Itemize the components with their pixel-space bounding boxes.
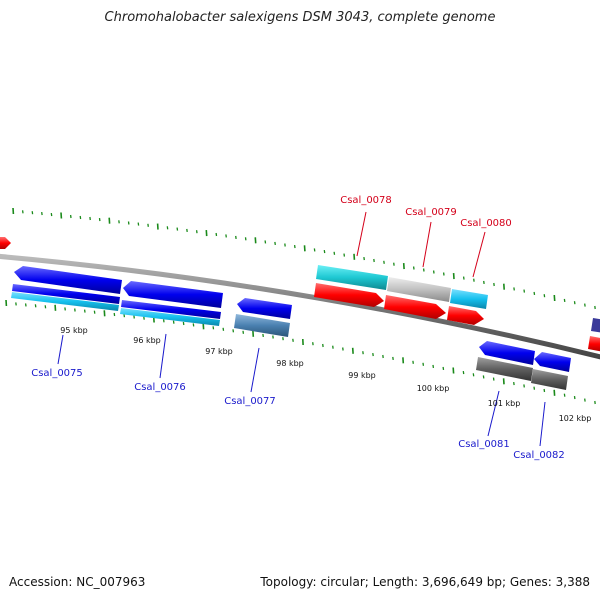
kbp-labels: 95 kbp 96 kbp 97 kbp 98 kbp 99 kbp 100 k… [60,326,591,423]
gene-feature-csal-0082-cds[interactable] [531,369,568,390]
gene-feature-csal-0081-cds[interactable] [476,357,533,381]
gene-feature-csal-0075-gene[interactable] [14,266,122,294]
gene-feature-csal-0078-cds[interactable] [316,265,388,290]
gene-labels: Csal_0078 Csal_0079 Csal_0080 Csal_0075 … [31,195,565,461]
callout-line-csal-0080 [472,231,486,278]
gene-feature-csal-0075-cds-b[interactable] [11,292,119,311]
kbp-label-97: 97 kbp [205,347,233,356]
genome-backbone [0,253,600,360]
gene-label-csal-0076[interactable]: Csal_0076 [134,382,186,393]
kbp-label-101: 101 kbp [488,399,521,408]
gene-label-csal-0078[interactable]: Csal_0078 [340,195,392,206]
gene-label-csal-0075[interactable]: Csal_0075 [31,368,83,379]
callout-line-csal-0082 [539,401,546,447]
gene-feature-csal-0077-gene[interactable] [237,298,292,319]
gene-feature-right-edge-red[interactable] [588,336,600,352]
gene-feature-csal-0077-cds[interactable] [234,314,290,337]
genome-summary-text: Topology: circular; Length: 3,696,649 bp… [260,575,590,589]
gene-feature-csal-0079-cds[interactable] [387,277,451,302]
gene-label-csal-0077[interactable]: Csal_0077 [224,396,276,407]
callout-line-csal-0081 [487,390,500,437]
gene-feature-csal-0080-gene[interactable] [447,306,484,325]
gene-feature-right-edge-purple[interactable] [591,318,600,333]
kbp-label-100: 100 kbp [417,384,450,393]
kbp-label-96: 96 kbp [133,336,161,345]
gene-feature-csal-0076-cds-a[interactable] [121,300,221,319]
reverse-strand-genes [11,266,571,390]
gene-label-csal-0079[interactable]: Csal_0079 [405,207,457,218]
gene-feature-csal-0075-cds-a[interactable] [12,284,120,304]
callout-line-csal-0075 [57,334,64,365]
kbp-label-99: 99 kbp [348,371,376,380]
gene-feature-left-edge[interactable] [0,237,11,249]
kbp-label-102: 102 kbp [559,414,592,423]
outer-tick-ring [12,207,596,310]
gene-label-csal-0081[interactable]: Csal_0081 [458,439,510,450]
gene-feature-csal-0082-gene[interactable] [534,352,571,372]
callout-line-csal-0077 [250,347,260,393]
gene-label-csal-0080[interactable]: Csal_0080 [460,218,512,229]
gene-label-callouts [57,211,546,447]
callout-line-csal-0078 [356,211,367,257]
callout-line-csal-0076 [159,333,167,379]
map-title: Chromohalobacter salexigens DSM 3043, co… [104,10,496,25]
gene-label-csal-0082[interactable]: Csal_0082 [513,450,565,461]
gene-feature-csal-0081-gene[interactable] [479,341,535,365]
forward-strand-genes [0,237,600,352]
kbp-label-95: 95 kbp [60,326,88,335]
gene-feature-csal-0079-gene[interactable] [384,295,446,319]
callout-line-csal-0079 [422,221,432,268]
accession-text: Accession: NC_007963 [9,575,146,589]
gene-feature-csal-0080-cds[interactable] [450,289,488,309]
gene-feature-csal-0078-gene[interactable] [314,283,384,307]
gene-feature-csal-0076-cds-b[interactable] [120,308,220,326]
kbp-label-98: 98 kbp [276,359,304,368]
gene-feature-csal-0076-gene[interactable] [123,281,223,308]
